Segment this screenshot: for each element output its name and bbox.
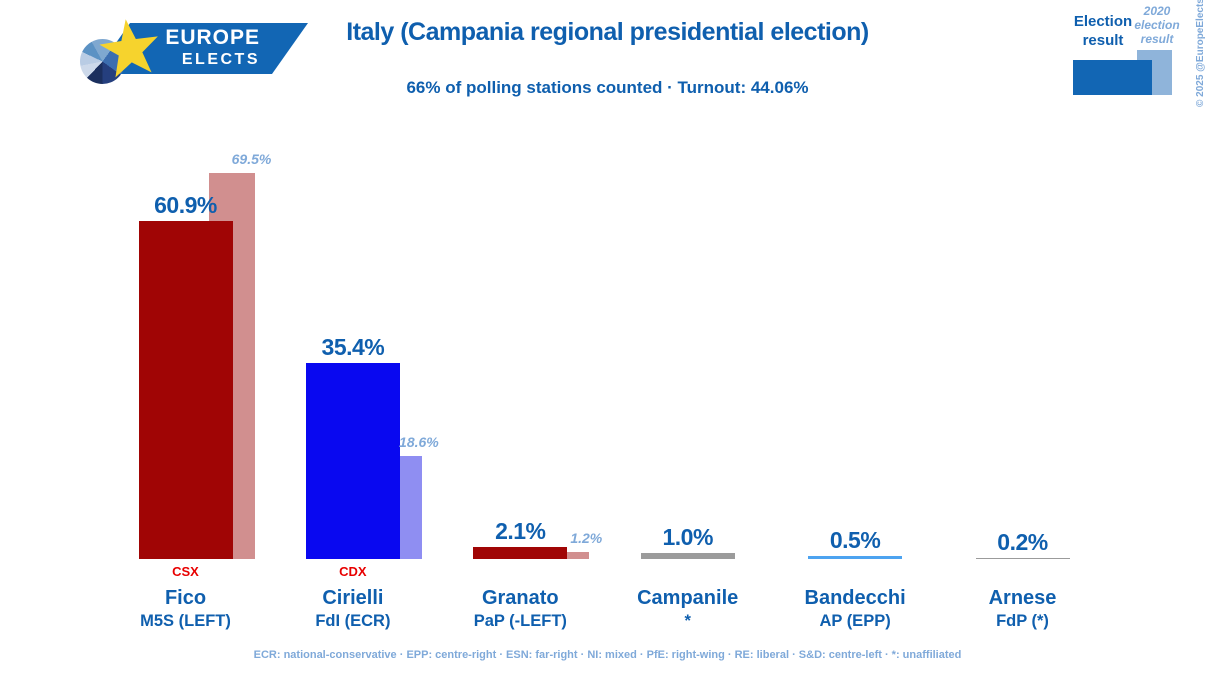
value-label: 0.2% [997, 528, 1048, 555]
value-label: 0.5% [829, 527, 881, 554]
candidate-name: Campanile [637, 587, 739, 609]
legend-swatch-current [1073, 60, 1152, 95]
candidate-party: AP (EPP) [819, 612, 891, 630]
value-label: 60.9% [154, 192, 217, 218]
candidate-party: * [684, 612, 691, 630]
candidate-name: Bandecchi [804, 587, 906, 609]
candidate-party: FdI (ECR) [315, 612, 391, 630]
subtitle-status: 66% of polling stations counted · Turnou… [406, 78, 809, 97]
candidate-name: Granato [481, 587, 559, 609]
logo-text-europe: EUROPE [165, 26, 260, 49]
value-label: 1.0% [662, 524, 713, 551]
party-abbreviation-key: ECR: national-conservative · EPP: centre… [253, 649, 962, 661]
candidate-name: Fico [164, 587, 207, 609]
previous-value-label: 1.2% [570, 530, 603, 547]
coalition-label: CSX [172, 564, 199, 579]
candidate-name: Cirielli [322, 587, 384, 609]
candidate-party: M5S (LEFT) [140, 612, 231, 630]
candidate-party: PaP (-LEFT) [473, 612, 567, 630]
bar-current [473, 547, 568, 559]
bar-current [808, 556, 903, 559]
europe-elects-logo: EUROPE ELECTS [30, 8, 308, 80]
previous-value-label: 69.5% [231, 151, 272, 168]
previous-value-label: 18.6% [399, 433, 439, 450]
candidate-name: Arnese [988, 587, 1057, 609]
legend-current-label: Election result [1073, 13, 1133, 49]
page-title: Italy (Campania regional presidential el… [346, 18, 869, 46]
bar-current [138, 221, 233, 559]
bar-current [305, 362, 400, 559]
coalition-label: CDX [339, 564, 367, 579]
logo-text-elects: ELECTS [181, 51, 260, 68]
value-label: 2.1% [495, 518, 546, 545]
bar-current [640, 553, 735, 559]
value-label: 35.4% [321, 333, 385, 360]
candidate-party: FdP (*) [996, 612, 1049, 630]
legend-previous-label: 2020 election result [1134, 4, 1180, 46]
bar-current [975, 557, 1070, 559]
